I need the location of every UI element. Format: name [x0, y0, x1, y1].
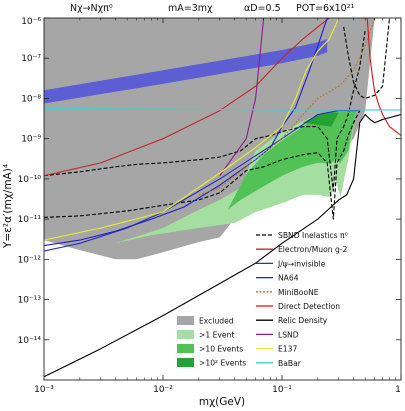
series-line-10	[219, 18, 265, 177]
g2-band-1	[44, 39, 328, 104]
x-tick-label-1: 10⁻³	[34, 385, 54, 395]
legend-fill-label-4: >10² Events	[199, 359, 246, 368]
legend-fill-swatch-4	[177, 358, 194, 367]
axis-ticks: 10⁻³ 10⁻² 10⁻¹ 1 10⁻⁶ 10⁻⁷ 10⁻⁸ 10⁻⁹ 10⁻¹⁰ 10⁻¹¹ 1…	[18, 17, 402, 395]
legend-line-label-1: SBND Inelastics π⁰	[278, 231, 348, 240]
series-line-8	[366, 18, 401, 136]
y-tick-label-3: 10⁻⁸	[21, 94, 41, 104]
legend-fill-swatch-1	[177, 316, 194, 325]
legend-line-label-4: NA64	[278, 274, 299, 283]
y-tick-label-4: 10⁻⁹	[21, 135, 41, 145]
x-tick-label-3: 10⁻¹	[272, 385, 292, 395]
legend-fill-label-2: >1 Event	[199, 331, 234, 340]
series-line-1	[44, 30, 366, 192]
header-mass-ratio: mA=3mχ	[168, 3, 213, 14]
header-pot: POT=6x10²¹	[296, 3, 355, 14]
legend-line-label-2: Electron/Muon g-2	[278, 245, 348, 254]
series-line-4	[44, 18, 330, 177]
event-band-3	[303, 112, 339, 127]
legend-line-label-8: LSND	[278, 330, 299, 339]
series-line-3	[343, 18, 391, 99]
series-line-2	[44, 110, 361, 220]
legend-line-label-7: Relic Density	[278, 316, 328, 325]
event-band-2	[227, 110, 357, 210]
x-tick-label-4: 1	[395, 385, 401, 395]
y-tick-label-6: 10⁻¹¹	[18, 215, 42, 225]
series-line-12	[44, 108, 401, 111]
legend-line-label-6: Direct Detection	[278, 302, 340, 311]
y-tick-label-2: 10⁻⁷	[21, 54, 41, 64]
series-line-11	[44, 18, 340, 241]
y-axis-title: Y=ε²α′(mχ/mA)⁴	[2, 164, 14, 249]
y-tick-label-7: 10⁻¹²	[18, 255, 42, 265]
series-line-9	[44, 113, 401, 378]
y-tick-label-9: 10⁻¹⁴	[18, 336, 42, 346]
x-axis-title: mχ(GeV)	[199, 396, 245, 408]
y-tick-label-8: 10⁻¹³	[18, 296, 42, 306]
header-process: Nχ→Nχπ⁰	[70, 3, 113, 14]
legend-fill-label-1: Excluded	[199, 317, 234, 326]
y-tick-label-5: 10⁻¹⁰	[18, 175, 42, 185]
legend-line-label-5: MiniBooNE	[278, 288, 319, 297]
header-coupling: αD=0.5	[244, 3, 281, 14]
chart-header: Nχ→Nχπ⁰ mA=3mχ αD=0.5 POT=6x10²¹	[70, 3, 355, 14]
x-tick-label-2: 10⁻²	[153, 385, 173, 395]
plot-frame	[43, 17, 402, 381]
chart-legend: Excluded >1 Event >10 Events >10² Events SBN…	[177, 231, 348, 368]
legend-fill-label-3: >10 Events	[199, 345, 243, 354]
series-line-7	[198, 18, 376, 196]
series-line-5	[44, 110, 360, 252]
y-tick-label-1: 10⁻⁶	[21, 17, 41, 27]
legend-fill-swatch-2	[177, 330, 194, 339]
plot-area	[44, 18, 401, 378]
legend-line-label-3: J/ψ→invisible	[277, 259, 326, 268]
legend-fill-swatch-3	[177, 344, 194, 353]
legend-line-label-9: E137	[278, 345, 297, 354]
legend-line-label-10: BaBar	[278, 359, 302, 368]
